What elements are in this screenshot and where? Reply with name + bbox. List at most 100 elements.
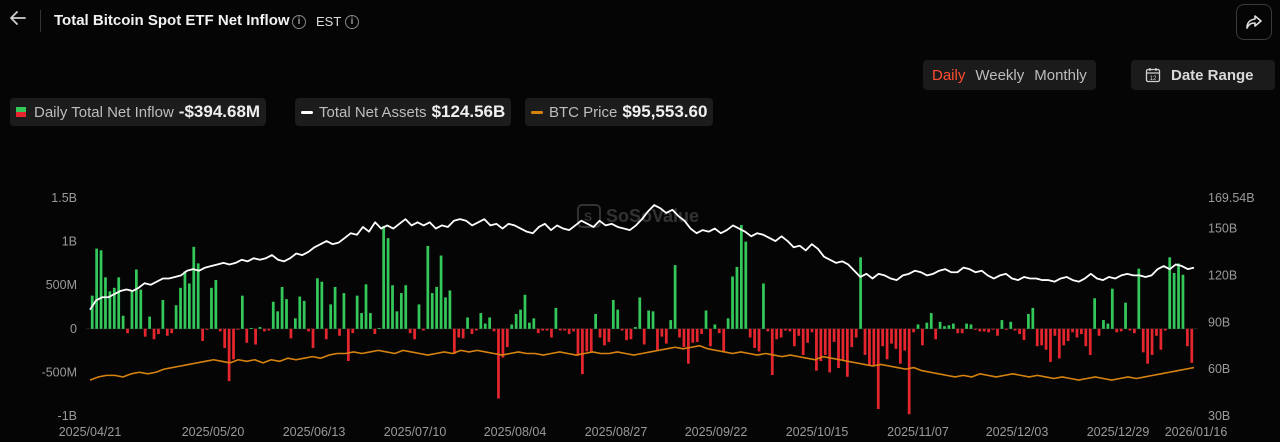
inflow-bar[interactable] [1084, 328, 1088, 347]
inflow-bar[interactable] [784, 328, 787, 331]
inflow-bar[interactable] [890, 328, 893, 344]
inflow-bar[interactable] [152, 328, 156, 340]
inflow-bar[interactable] [1053, 328, 1057, 336]
tab-weekly[interactable]: Weekly [975, 66, 1025, 84]
inflow-bar[interactable] [898, 328, 902, 364]
inflow-bar[interactable] [859, 257, 862, 329]
inflow-bar[interactable] [497, 328, 500, 399]
inflow-bar[interactable] [951, 323, 955, 329]
inflow-bar[interactable] [576, 328, 580, 356]
inflow-bar[interactable] [135, 269, 138, 329]
inflow-bar[interactable] [505, 328, 509, 348]
inflow-bar[interactable] [346, 328, 350, 362]
inflow-bar[interactable] [943, 326, 946, 329]
inflow-bar[interactable] [179, 287, 182, 329]
inflow-bar[interactable] [934, 328, 938, 340]
inflow-bar[interactable] [563, 328, 567, 331]
inflow-bar[interactable] [342, 293, 346, 329]
inflow-bar[interactable] [567, 328, 571, 335]
inflow-bar[interactable] [236, 328, 240, 330]
inflow-bar[interactable] [205, 328, 209, 330]
inflow-bar[interactable] [377, 327, 381, 329]
inflow-bar[interactable] [108, 291, 112, 329]
inflow-bar[interactable] [912, 328, 915, 333]
inflow-bar[interactable] [625, 328, 628, 341]
inflow-bar[interactable] [408, 328, 412, 334]
inflow-bar[interactable] [1093, 298, 1097, 329]
inflow-bar[interactable] [704, 310, 708, 329]
inflow-bar[interactable] [254, 328, 257, 345]
inflow-bar[interactable] [572, 328, 575, 332]
tab-monthly[interactable]: Monthly [1034, 66, 1087, 84]
inflow-bar[interactable] [1190, 328, 1194, 363]
inflow-bar[interactable] [731, 276, 734, 329]
inflow-bar[interactable] [324, 328, 328, 340]
inflow-bar[interactable] [1049, 328, 1052, 362]
back-arrow-icon[interactable] [6, 8, 30, 32]
inflow-bar[interactable] [112, 287, 116, 329]
inflow-bar[interactable] [881, 328, 885, 347]
inflow-bar[interactable] [1075, 328, 1079, 338]
inflow-bar[interactable] [143, 328, 147, 337]
inflow-bar[interactable] [611, 300, 615, 329]
inflow-bar[interactable] [629, 328, 633, 340]
inflow-bar[interactable] [550, 328, 553, 338]
inflow-bar[interactable] [660, 328, 664, 337]
inflow-bar[interactable] [430, 293, 434, 329]
inflow-bar[interactable] [99, 250, 103, 329]
inflow-bar[interactable] [1080, 328, 1083, 335]
inflow-bar[interactable] [775, 328, 779, 340]
inflow-bar[interactable] [1000, 320, 1004, 329]
inflow-bar[interactable] [594, 313, 597, 329]
inflow-bar[interactable] [991, 328, 995, 330]
inflow-bar[interactable] [245, 328, 249, 343]
inflow-bar[interactable] [1009, 321, 1013, 329]
inflow-bar[interactable] [528, 322, 531, 329]
inflow-bar[interactable] [1031, 307, 1035, 329]
inflow-bar[interactable] [1035, 328, 1039, 347]
inflow-bar[interactable] [399, 293, 403, 329]
inflow-bar[interactable] [483, 323, 487, 329]
inflow-bar[interactable] [634, 327, 637, 329]
inflow-bar[interactable] [616, 309, 620, 329]
inflow-bar[interactable] [956, 328, 960, 334]
inflow-bar[interactable] [536, 328, 540, 334]
inflow-bar[interactable] [413, 328, 416, 340]
inflow-bar[interactable] [607, 328, 611, 342]
inflow-bar[interactable] [355, 295, 359, 329]
inflow-bar[interactable] [1172, 272, 1176, 329]
inflow-bar[interactable] [461, 328, 465, 339]
inflow-bar[interactable] [819, 328, 823, 362]
inflow-bar[interactable] [854, 328, 858, 338]
inflow-bar[interactable] [263, 328, 266, 332]
inflow-bar[interactable] [223, 328, 227, 348]
inflow-bar[interactable] [925, 322, 929, 329]
inflow-bar[interactable] [1150, 328, 1154, 355]
inflow-bar[interactable] [762, 283, 765, 329]
inflow-bar[interactable] [1128, 328, 1132, 331]
inflow-bar[interactable] [316, 278, 319, 329]
inflow-bar[interactable] [938, 321, 942, 329]
inflow-bar[interactable] [1088, 328, 1092, 355]
inflow-bar[interactable] [174, 305, 178, 329]
inflow-bar[interactable] [514, 313, 518, 329]
inflow-bar[interactable] [1141, 328, 1145, 353]
inflow-bar[interactable] [523, 294, 527, 329]
inflow-bar[interactable] [307, 328, 310, 332]
inflow-bar[interactable] [779, 328, 783, 338]
inflow-bar[interactable] [841, 328, 845, 361]
inflow-bar[interactable] [868, 328, 871, 366]
inflow-bar[interactable] [770, 328, 774, 376]
inflow-bar[interactable] [510, 324, 514, 329]
btc-price-line[interactable] [89, 344, 1195, 381]
inflow-bar[interactable] [709, 328, 712, 347]
inflow-bar[interactable] [1062, 328, 1066, 346]
inflow-bar[interactable] [651, 311, 655, 329]
inflow-bar[interactable] [832, 328, 836, 342]
inflow-bar[interactable] [360, 313, 363, 329]
inflow-bar[interactable] [157, 328, 160, 335]
inflow-bar[interactable] [470, 328, 474, 335]
inflow-bar[interactable] [475, 328, 478, 331]
inflow-bar[interactable] [1097, 328, 1101, 336]
